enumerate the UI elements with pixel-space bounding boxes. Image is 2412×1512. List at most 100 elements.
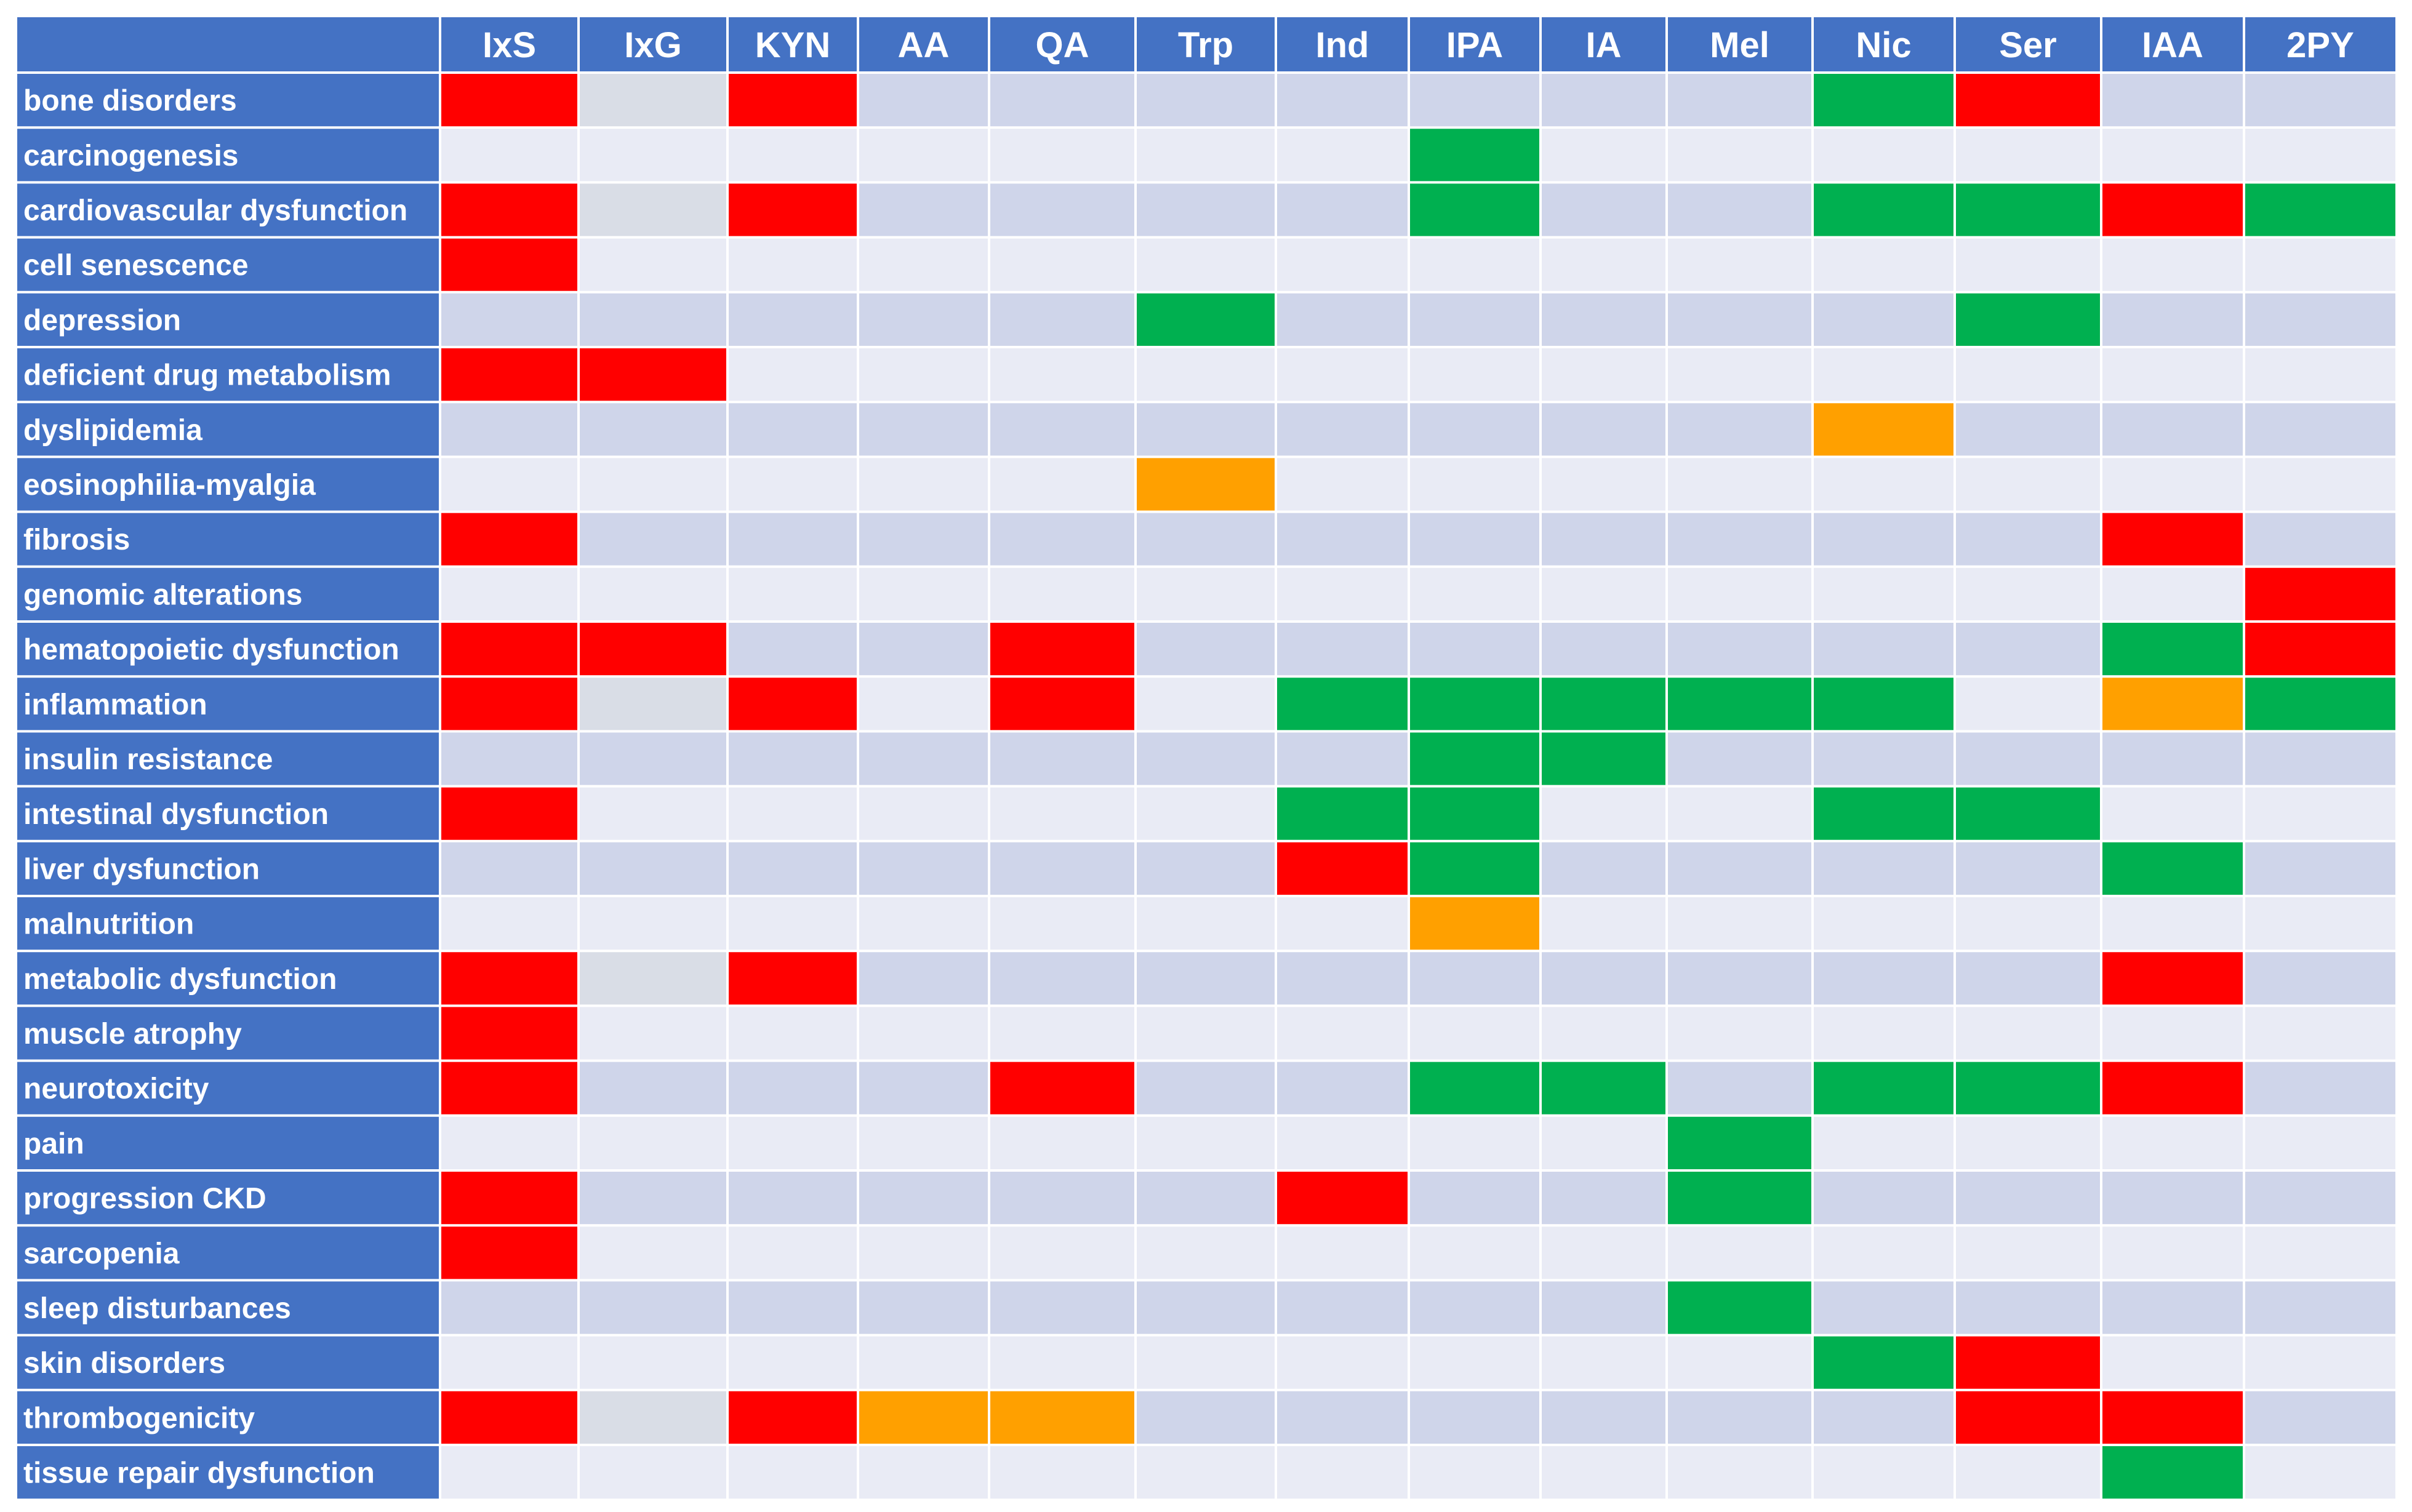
heatmap-cell — [1276, 457, 1409, 512]
row-label: muscle atrophy — [23, 1018, 242, 1050]
heatmap-cell — [2101, 292, 2244, 347]
heatmap-cell — [989, 457, 1136, 512]
heatmap-cell — [1409, 1225, 1541, 1281]
heatmap-cell — [2101, 237, 2244, 292]
heatmap-cell — [440, 237, 579, 292]
heatmap-cell — [1409, 182, 1541, 238]
heatmap-cell — [440, 511, 579, 567]
heatmap-cell — [1955, 457, 2101, 512]
heatmap-cell — [2101, 347, 2244, 402]
heatmap-cell — [989, 896, 1136, 951]
heatmap-cell — [1955, 1006, 2101, 1061]
heatmap-cell — [1813, 622, 1955, 677]
heatmap-cell — [579, 676, 727, 732]
heatmap-cell — [727, 622, 858, 677]
heatmap-cell — [1813, 786, 1955, 841]
heatmap-cell — [1541, 1280, 1667, 1335]
heatmap-cell — [1955, 73, 2101, 128]
heatmap-cell — [1667, 1006, 1813, 1061]
heatmap-cell — [989, 237, 1136, 292]
heatmap-cell — [1136, 1445, 1276, 1500]
heatmap-cell — [1813, 1006, 1955, 1061]
heatmap-cell — [2101, 841, 2244, 896]
row-label: fibrosis — [23, 524, 130, 556]
heatmap-cell — [1409, 457, 1541, 512]
heatmap-cell — [1541, 1115, 1667, 1170]
column-header-label: Ind — [1316, 25, 1369, 65]
heatmap-cell — [1541, 1225, 1667, 1281]
heatmap-cell — [1409, 896, 1541, 951]
heatmap-cell — [727, 1170, 858, 1226]
heatmap-cell — [440, 676, 579, 732]
heatmap-cell — [579, 1006, 727, 1061]
heatmap-cell — [579, 457, 727, 512]
heatmap-cell — [727, 951, 858, 1006]
heatmap-cell — [1955, 676, 2101, 732]
heatmap-cell — [1667, 676, 1813, 732]
heatmap-cell — [858, 1445, 989, 1500]
heatmap-cell — [2244, 1335, 2397, 1390]
heatmap-cell — [2244, 1445, 2397, 1500]
heatmap-cell — [2101, 566, 2244, 622]
row-label: progression CKD — [23, 1183, 266, 1215]
heatmap-cell — [1136, 786, 1276, 841]
heatmap-cell — [1136, 511, 1276, 567]
heatmap-cell — [1276, 731, 1409, 786]
column-header-label: Mel — [1710, 25, 1769, 65]
heatmap-cell — [1276, 347, 1409, 402]
heatmap-cell — [1409, 1170, 1541, 1226]
row-label: carcinogenesis — [23, 140, 239, 172]
heatmap-cell — [1813, 402, 1955, 457]
heatmap-cell — [1409, 1335, 1541, 1390]
heatmap-cell — [1955, 1445, 2101, 1500]
row-label: inflammation — [23, 689, 207, 721]
heatmap-cell — [1541, 1006, 1667, 1061]
heatmap-cell — [440, 402, 579, 457]
heatmap-cell — [1409, 73, 1541, 128]
heatmap-cell — [440, 347, 579, 402]
row-label: bone disorders — [23, 85, 237, 118]
heatmap-cell — [989, 402, 1136, 457]
heatmap-cell — [2244, 896, 2397, 951]
heatmap-cell — [1667, 1390, 1813, 1445]
heatmap-cell — [1667, 731, 1813, 786]
heatmap-cell — [727, 1060, 858, 1116]
heatmap-cell — [1813, 1115, 1955, 1170]
heatmap-cell — [1667, 1170, 1813, 1226]
heatmap-cell — [1667, 841, 1813, 896]
heatmap-cell — [1541, 786, 1667, 841]
heatmap-cell — [1276, 182, 1409, 238]
heatmap-cell — [2101, 1115, 2244, 1170]
heatmap-cell — [1667, 951, 1813, 1006]
heatmap-cell — [1276, 951, 1409, 1006]
heatmap-cell — [2101, 896, 2244, 951]
heatmap-cell — [1136, 1280, 1276, 1335]
heatmap-cell — [1813, 566, 1955, 622]
heatmap-cell — [2244, 731, 2397, 786]
heatmap-cell — [858, 1115, 989, 1170]
heatmap-cell — [579, 182, 727, 238]
heatmap-cell — [858, 237, 989, 292]
heatmap-cell — [858, 1390, 989, 1445]
heatmap-cell — [858, 182, 989, 238]
heatmap-cell — [440, 1225, 579, 1281]
row-label: pain — [23, 1127, 84, 1160]
heatmap-cell — [2244, 511, 2397, 567]
heatmap-cell — [989, 1390, 1136, 1445]
heatmap-cell — [1955, 292, 2101, 347]
heatmap-cell — [1541, 237, 1667, 292]
column-header-label: IAA — [2142, 25, 2203, 65]
heatmap-cell — [2101, 457, 2244, 512]
heatmap-cell — [579, 1060, 727, 1116]
heatmap-cell — [1813, 841, 1955, 896]
heatmap-cell — [1667, 182, 1813, 238]
heatmap-cell — [2244, 841, 2397, 896]
heatmap-cell — [1409, 1115, 1541, 1170]
heatmap-cell — [1667, 566, 1813, 622]
heatmap-cell — [1541, 182, 1667, 238]
heatmap-cell — [579, 511, 727, 567]
heatmap-cell — [2244, 1170, 2397, 1226]
heatmap-cell — [1276, 402, 1409, 457]
heatmap-cell — [858, 1170, 989, 1226]
heatmap-cell — [858, 896, 989, 951]
